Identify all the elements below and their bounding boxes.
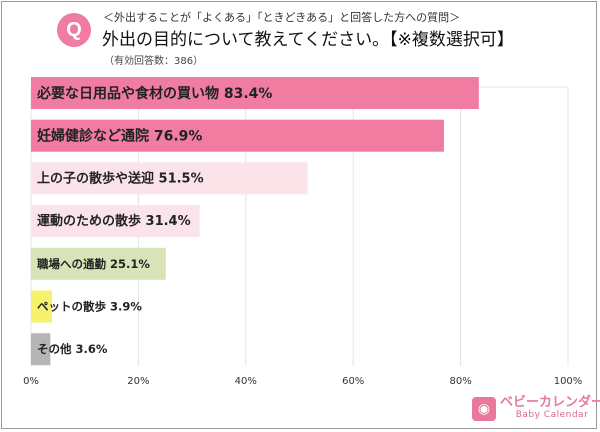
logo-text: ベビーカレンダー (500, 395, 600, 410)
bar (31, 162, 308, 195)
bar-label: 運動のための散歩 31.4% (37, 213, 191, 229)
bar-label: その他 3.6% (37, 342, 108, 356)
x-tick-label: 0% (23, 376, 39, 387)
x-tick-label: 40% (235, 376, 257, 387)
baby-calendar-icon: ◉ (472, 396, 496, 421)
bar (31, 119, 444, 152)
sample-size: （有効回答数：386） (104, 56, 204, 67)
bar (31, 290, 52, 323)
bar-label: 上の子の散歩や送迎 51.5% (37, 170, 204, 186)
bar-label: ペットの散歩 3.9% (37, 300, 142, 314)
bar (31, 247, 166, 280)
x-tick-label: 60% (342, 376, 364, 387)
chart-title: 外出の目的について教えてください。【※複数選択可】 (102, 30, 514, 50)
bar (31, 77, 479, 109)
question-badge: Q (57, 13, 91, 47)
question-subtitle: ＜外出することが「よくある」「ときどきある」と回答した方への質問＞ (103, 11, 461, 24)
x-tick-label: 80% (449, 376, 471, 387)
brand-logo: ◉ ベビーカレンダー Baby Calendar (472, 396, 600, 421)
x-tick-label: 100% (554, 376, 583, 387)
logo-subtext: Baby Calendar (515, 410, 589, 420)
bar-label: 職場への通勤 25.1% (37, 257, 150, 271)
bar (31, 333, 51, 366)
x-tick-label: 20% (127, 376, 149, 387)
bar-label: 必要な日用品や食材の買い物 83.4% (36, 85, 272, 102)
bar (31, 205, 200, 238)
bar-label: 妊婦健診など通院 76.9% (37, 128, 202, 145)
